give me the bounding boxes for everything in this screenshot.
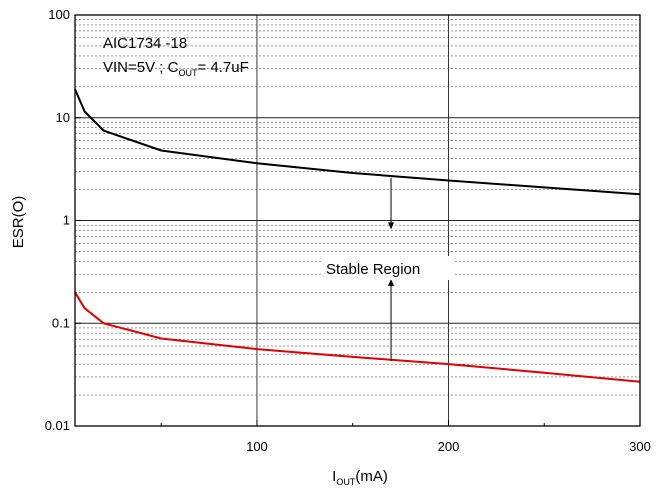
- series-layer: [74, 88, 641, 383]
- y-tick-label: 100: [48, 7, 70, 22]
- x-axis: 100 200 300: [160, 420, 651, 454]
- region-label: Stable Region: [326, 261, 420, 278]
- x-axis-title-rest: (mA): [355, 468, 388, 485]
- y-tick-label: 10: [56, 110, 70, 125]
- annotation-line-1: AIC1734 -18: [103, 35, 187, 52]
- x-tick-label: 200: [438, 439, 460, 454]
- x-axis-title-main: I: [332, 468, 336, 485]
- x-axis-title-sub: OUT: [336, 477, 356, 487]
- annotation-line-2: VIN=5V ; COUT= 4.7uF: [103, 59, 249, 78]
- annotation-cout-value: = 4.7uF: [197, 59, 248, 76]
- series-line-2: [74, 291, 641, 383]
- x-axis-title: IOUT(mA): [332, 468, 388, 487]
- y-axis: 0.01 0.1 1 10 100: [45, 7, 81, 433]
- y-axis-title: ESR(O): [10, 196, 27, 249]
- series-line-1: [74, 88, 641, 196]
- arrow-head-2: [388, 278, 395, 286]
- arrows-layer: [388, 177, 395, 361]
- annotation-box: AIC1734 -18 VIN=5V ; COUT= 4.7uF: [103, 35, 249, 78]
- y-tick-label: 1: [63, 213, 70, 228]
- region-label-bg: [323, 256, 455, 280]
- arrow-head-1: [388, 222, 395, 230]
- y-tick-label: 0.1: [52, 315, 70, 330]
- annotation-cout-subscript: OUT: [178, 68, 198, 78]
- x-tick-label: 100: [246, 439, 268, 454]
- y-tick-label: 0.01: [45, 418, 70, 433]
- x-tick-label: 300: [629, 439, 651, 454]
- annotation-vin-label: VIN=5V ; C: [103, 59, 179, 76]
